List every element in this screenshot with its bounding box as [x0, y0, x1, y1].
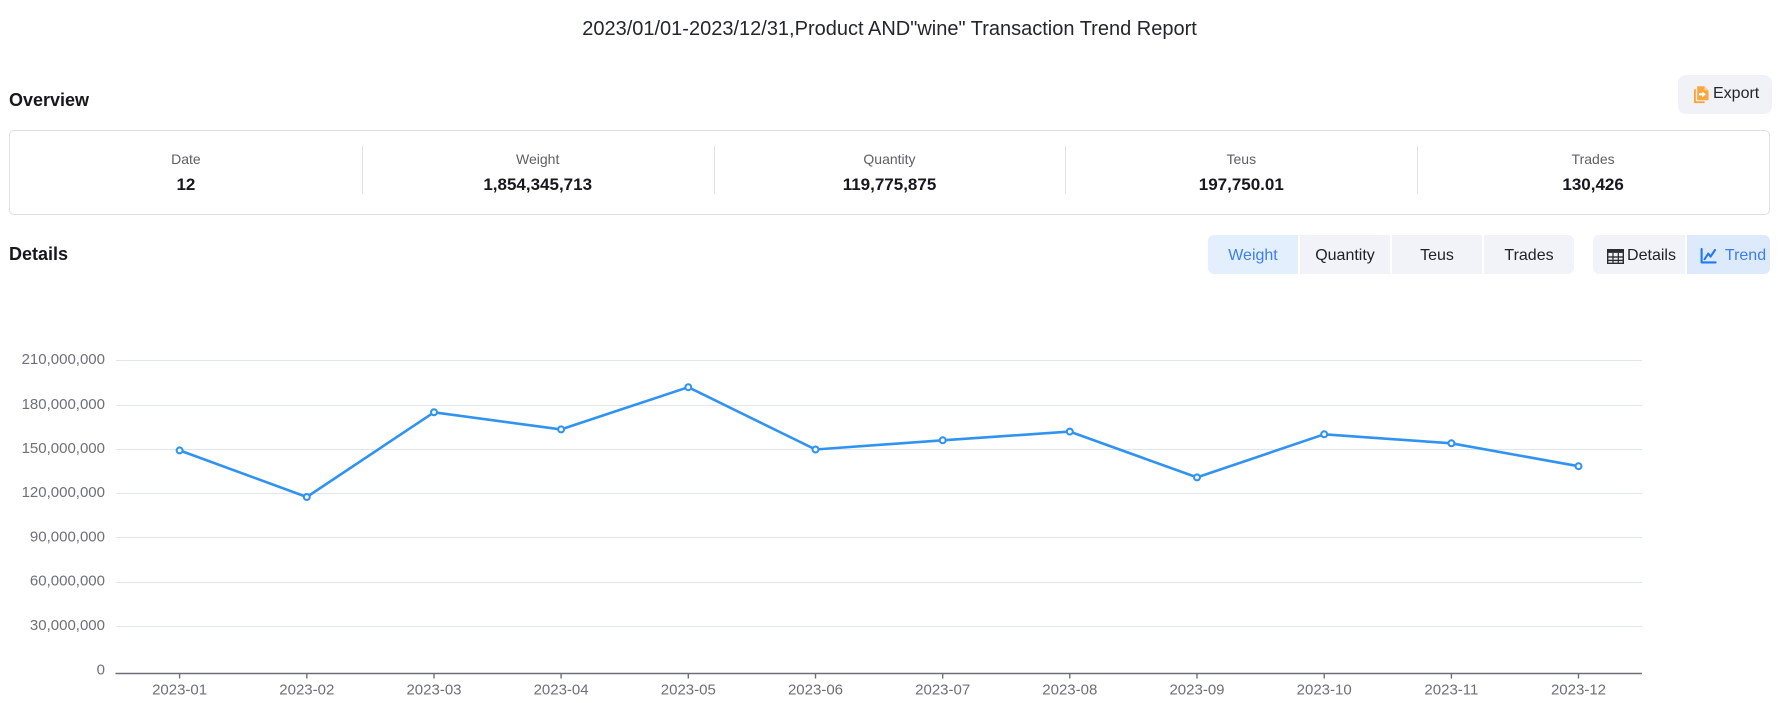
svg-text:30,000,000: 30,000,000 — [30, 617, 105, 634]
svg-text:2023-02: 2023-02 — [279, 682, 334, 699]
svg-text:90,000,000: 90,000,000 — [30, 528, 105, 545]
svg-text:2023-04: 2023-04 — [534, 682, 589, 699]
svg-text:2023-10: 2023-10 — [1297, 682, 1352, 699]
svg-text:60,000,000: 60,000,000 — [30, 573, 105, 590]
svg-text:2023-11: 2023-11 — [1424, 682, 1478, 699]
svg-text:2023-09: 2023-09 — [1169, 682, 1224, 699]
svg-text:2023-01: 2023-01 — [152, 682, 207, 699]
svg-text:180,000,000: 180,000,000 — [22, 396, 105, 413]
svg-text:150,000,000: 150,000,000 — [22, 440, 105, 457]
svg-text:0: 0 — [97, 662, 105, 679]
svg-text:2023-07: 2023-07 — [915, 682, 970, 699]
svg-text:2023-05: 2023-05 — [661, 682, 716, 699]
svg-text:2023-12: 2023-12 — [1551, 682, 1606, 699]
svg-text:120,000,000: 120,000,000 — [22, 484, 105, 501]
svg-text:2023-08: 2023-08 — [1042, 682, 1097, 699]
svg-text:2023-06: 2023-06 — [788, 682, 843, 699]
svg-text:210,000,000: 210,000,000 — [22, 351, 105, 368]
svg-text:2023-03: 2023-03 — [406, 682, 461, 699]
